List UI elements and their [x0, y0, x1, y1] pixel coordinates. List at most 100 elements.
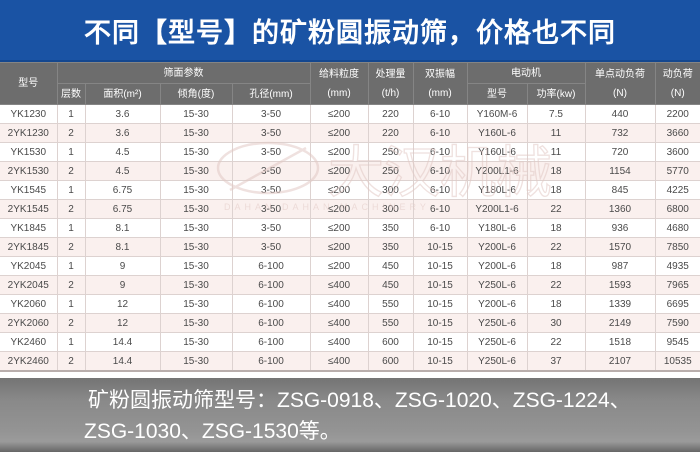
col-feed-size-line2: (mm): [327, 87, 351, 99]
cell: 15-30: [159, 313, 233, 333]
cell: 1: [56, 180, 86, 200]
table-row: YK1845 1 8.1 15-30 3-50 ≤200 350 6-10 Y180L-6 18 9…: [0, 218, 700, 238]
cell: ≤400: [309, 294, 369, 314]
cell: 3600: [654, 142, 700, 162]
cell: 2: [56, 313, 86, 333]
col-model: 型号: [0, 62, 58, 105]
headline-banner: 不同【型号】的矿粉圆振动筛，价格也不同: [0, 0, 700, 62]
cell: 350: [367, 218, 414, 238]
col-feed-size: 给料粒度 (mm): [309, 62, 369, 105]
cell: Y200L-6: [466, 294, 528, 314]
table-row: YK2460 1 14.4 15-30 6-100 ≤400 600 10-15 Y250L-6…: [0, 332, 700, 352]
cell: 3-50: [231, 180, 311, 200]
cell: 12: [84, 313, 161, 333]
cell: 1: [56, 256, 86, 276]
cell: ≤200: [309, 104, 369, 124]
cell: 1570: [584, 237, 656, 257]
cell: YK1845: [0, 218, 58, 238]
cell: 2: [56, 275, 86, 295]
cell: 250: [367, 142, 414, 162]
cell: ≤200: [309, 180, 369, 200]
cell: 1: [56, 294, 86, 314]
cell: 450: [367, 275, 414, 295]
cell: 9545: [654, 332, 700, 352]
cell: YK1230: [0, 104, 58, 124]
col-amplitude-line1: 双振幅: [425, 68, 455, 80]
cell: 14.4: [84, 332, 161, 352]
col-dyn-load-line2: (N): [670, 87, 685, 99]
col-capacity-line1: 处理量: [375, 68, 406, 80]
cell: 2YK1530: [0, 161, 58, 181]
cell: 10-15: [412, 237, 468, 257]
cell: 2YK2060: [0, 313, 58, 333]
cell: 7.5: [526, 104, 586, 124]
cell: 22: [526, 332, 586, 352]
cell: 10-15: [412, 332, 468, 352]
col-dyn-load-line1: 动负荷: [662, 68, 693, 80]
cell: 987: [584, 256, 656, 276]
cell: 2: [56, 123, 86, 143]
footer-line2: ZSG-1030、ZSG-1530等。: [84, 420, 341, 443]
table-header: 型号 筛面参数 给料粒度 (mm) 处理量 (t/h) 双振幅 (mm) 电动机…: [0, 62, 700, 105]
cell: 30: [526, 313, 586, 333]
cell: ≤200: [309, 142, 369, 162]
cell: 1: [56, 104, 86, 124]
cell: 3.6: [84, 123, 161, 143]
cell: 845: [584, 180, 656, 200]
cell: 2: [56, 237, 86, 257]
col-area: 面积(m²): [84, 83, 161, 105]
cell: 450: [367, 256, 414, 276]
cell: 18: [526, 294, 586, 314]
cell: Y180L-6: [466, 180, 528, 200]
cell: 7965: [654, 275, 700, 295]
cell: ≤400: [309, 351, 369, 372]
cell: 1518: [584, 332, 656, 352]
cell: 7590: [654, 313, 700, 333]
cell: Y250L-6: [466, 313, 528, 333]
cell: 6-100: [231, 313, 311, 333]
cell: 1: [56, 142, 86, 162]
cell: 6-100: [231, 256, 311, 276]
cell: 1360: [584, 199, 656, 219]
cell: Y200L-6: [466, 237, 528, 257]
cell: 2149: [584, 313, 656, 333]
cell: 15-30: [159, 256, 233, 276]
col-point-load-line1: 单点动负荷: [595, 68, 645, 80]
cell: 11: [526, 142, 586, 162]
cell: 3-50: [231, 104, 311, 124]
cell: 18: [526, 180, 586, 200]
cell: 7850: [654, 237, 700, 257]
cell: 3-50: [231, 142, 311, 162]
cell: 6-10: [412, 161, 468, 181]
cell: 2: [56, 351, 86, 372]
cell: 10535: [654, 351, 700, 372]
table-row: 2YK1530 2 4.5 15-30 3-50 ≤200 250 6-10 Y200L1-6 1…: [0, 161, 700, 181]
col-dyn-load: 动负荷 (N): [654, 62, 700, 105]
cell: 5770: [654, 161, 700, 181]
table-row: YK2045 1 9 15-30 6-100 ≤200 450 10-15 Y200L-6 18 9…: [0, 256, 700, 276]
cell: Y250L-6: [466, 332, 528, 352]
table-body: YK1230 1 3.6 15-30 3-50 ≤200 220 6-10 Y160M-6 7.5…: [0, 104, 700, 372]
table-row: 2YK2060 2 12 15-30 6-100 ≤400 550 10-15 Y250L-6 3…: [0, 313, 700, 333]
cell: 1: [56, 332, 86, 352]
cell: 732: [584, 123, 656, 143]
cell: 15-30: [159, 161, 233, 181]
cell: 600: [367, 332, 414, 352]
cell: 15-30: [159, 104, 233, 124]
cell: YK2060: [0, 294, 58, 314]
cell: 4225: [654, 180, 700, 200]
cell: YK1530: [0, 142, 58, 162]
cell: 3-50: [231, 161, 311, 181]
cell: 1154: [584, 161, 656, 181]
cell: 6-100: [231, 332, 311, 352]
cell: ≤400: [309, 332, 369, 352]
cell: 2YK2045: [0, 275, 58, 295]
cell: ≤200: [309, 218, 369, 238]
cell: Y180L-6: [466, 218, 528, 238]
footer-line1: 矿粉圆振动筛型号：ZSG-0918、ZSG-1020、ZSG-1224、: [88, 389, 631, 412]
cell: 550: [367, 294, 414, 314]
cell: 2: [56, 161, 86, 181]
cell: 2200: [654, 104, 700, 124]
cell: YK2460: [0, 332, 58, 352]
